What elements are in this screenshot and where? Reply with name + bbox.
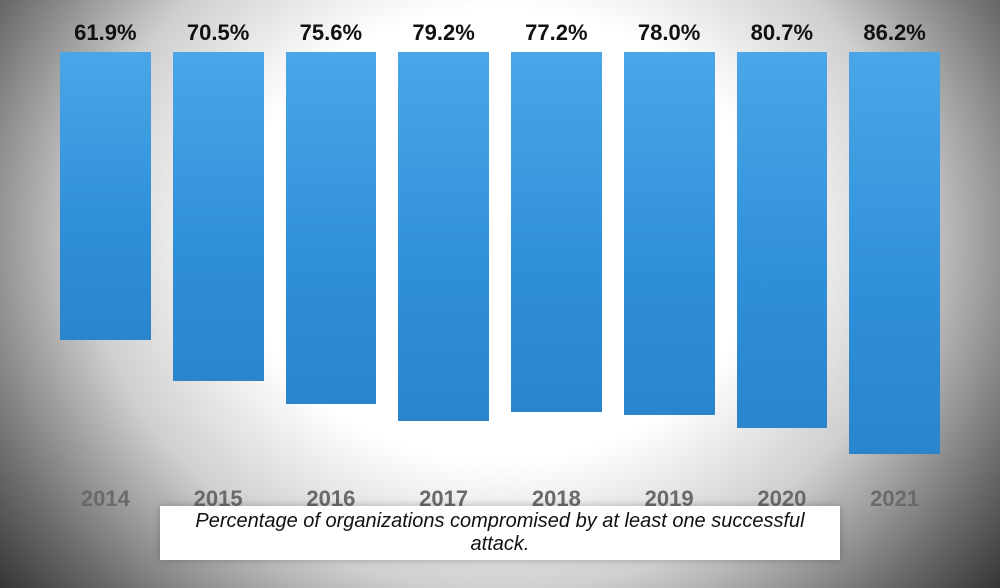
bar-value-label: 86.2% (863, 20, 925, 46)
bar-group: 80.7% (737, 20, 828, 486)
bar-value-label: 79.2% (412, 20, 474, 46)
bar-value-label: 77.2% (525, 20, 587, 46)
x-tick-label: 2017 (398, 486, 489, 508)
bar-group: 86.2% (849, 20, 940, 486)
bar-value-label: 80.7% (751, 20, 813, 46)
chart-caption: Percentage of organizations compromised … (160, 506, 840, 560)
bar-group: 70.5% (173, 20, 264, 486)
bar-group: 61.9% (60, 20, 151, 486)
bar-group: 78.0% (624, 20, 715, 486)
x-tick-label: 2015 (173, 486, 264, 508)
x-tick-label: 2018 (511, 486, 602, 508)
bar-group: 79.2% (398, 20, 489, 486)
bar-value-label: 70.5% (187, 20, 249, 46)
x-tick-label: 2020 (737, 486, 828, 508)
chart-area: 61.9% 70.5% 75.6% 79.2% 77.2% 78.0% 80.7% 86.2%… (50, 20, 950, 508)
bar (60, 52, 151, 340)
x-tick-label: 2019 (624, 486, 715, 508)
bar (624, 52, 715, 415)
bars-container: 61.9% 70.5% 75.6% 79.2% 77.2% 78.0% 80.7% 86.2% (50, 20, 950, 486)
x-axis: 2014 2015 2016 2017 2018 2019 2020 2021 (50, 486, 950, 508)
bar (173, 52, 264, 381)
bar-value-label: 78.0% (638, 20, 700, 46)
x-tick-label: 2016 (286, 486, 377, 508)
bar-value-label: 75.6% (300, 20, 362, 46)
bar-group: 77.2% (511, 20, 602, 486)
bar-value-label: 61.9% (74, 20, 136, 46)
bar (286, 52, 377, 404)
bar (511, 52, 602, 412)
bar (849, 52, 940, 454)
bar (737, 52, 828, 428)
x-tick-label: 2014 (60, 486, 151, 508)
x-tick-label: 2021 (849, 486, 940, 508)
bar (398, 52, 489, 421)
bar-group: 75.6% (286, 20, 377, 486)
chart-stage: 61.9% 70.5% 75.6% 79.2% 77.2% 78.0% 80.7% 86.2%… (0, 0, 1000, 588)
